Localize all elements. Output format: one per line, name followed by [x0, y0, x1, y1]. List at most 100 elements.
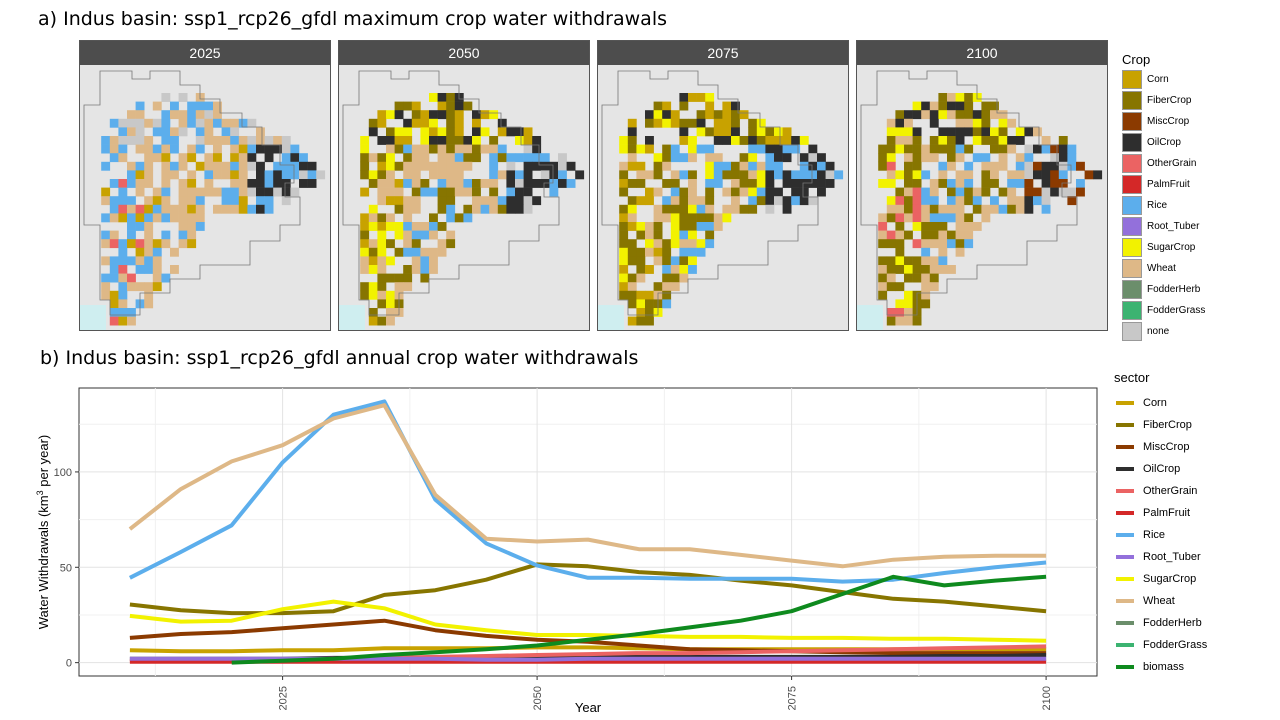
legend-swatch	[1122, 280, 1142, 299]
legend-label: SugarCrop	[1147, 242, 1196, 253]
x-tick-label: 2025	[278, 686, 290, 710]
series-line-sugarcrop	[129, 599, 1047, 643]
legend-line-key	[1116, 599, 1134, 603]
panel-strip-label: 2075	[598, 41, 848, 65]
legend-line-key	[1116, 445, 1134, 449]
legend-swatch	[1122, 70, 1142, 89]
sector-legend-item: PalmFruit	[1116, 507, 1190, 519]
legend-label: Root_Tuber	[1147, 221, 1200, 232]
legend-swatch	[1122, 196, 1142, 215]
sector-legend-item: Corn	[1116, 397, 1167, 409]
crop-map-2050	[339, 70, 585, 330]
legend-label: PalmFruit	[1143, 507, 1191, 519]
x-tick-label: 2075	[787, 686, 799, 710]
series-line-fibercrop	[129, 562, 1047, 616]
legend-line-key	[1116, 489, 1134, 493]
legend-label: PalmFruit	[1147, 179, 1190, 190]
crop-legend-item: OtherGrain	[1122, 154, 1196, 173]
crop-legend-item: Root_Tuber	[1122, 217, 1199, 236]
crop-legend-item: MiscCrop	[1122, 112, 1189, 131]
crop-map-2100	[857, 70, 1103, 330]
crop-legend-item: OilCrop	[1122, 133, 1181, 152]
panel-strip-label: 2025	[80, 41, 330, 65]
map-section-title: a) Indus basin: ssp1_rcp26_gfdl maximum …	[38, 8, 667, 30]
panel-strip-label: 2100	[857, 41, 1107, 65]
legend-swatch	[1122, 217, 1142, 236]
x-tick-label: 2050	[532, 686, 544, 710]
legend-label: MiscCrop	[1147, 116, 1190, 127]
legend-label: OtherGrain	[1143, 485, 1198, 497]
sector-legend-item: Wheat	[1116, 595, 1175, 607]
sector-legend-item: OtherGrain	[1116, 485, 1197, 497]
legend-swatch	[1122, 133, 1142, 152]
sector-legend-item: biomass	[1116, 661, 1184, 673]
x-tick-label: 2100	[1041, 686, 1053, 710]
legend-line-key	[1116, 533, 1134, 537]
legend-label: FodderHerb	[1147, 284, 1201, 295]
map-panel-2050: 2050	[338, 40, 590, 331]
sector-legend-item: FodderGrass	[1116, 639, 1207, 651]
legend-line-key	[1116, 511, 1134, 515]
sector-legend-item: MiscCrop	[1116, 441, 1189, 453]
crop-legend-item: PalmFruit	[1122, 175, 1190, 194]
legend-line-key	[1116, 401, 1134, 405]
y-tick-label: 0	[66, 658, 72, 670]
legend-label: OilCrop	[1147, 137, 1181, 148]
crop-legend-item: none	[1122, 322, 1169, 341]
y-axis-title-main: Water Withdrawals (km	[36, 495, 51, 629]
series-line-biomass	[231, 574, 1047, 665]
legend-label: Rice	[1143, 529, 1166, 541]
legend-line-key	[1116, 423, 1134, 427]
legend-swatch	[1122, 238, 1142, 257]
legend-label: FodderGrass	[1143, 639, 1208, 651]
legend-line-key	[1116, 577, 1134, 581]
legend-label: SugarCrop	[1143, 573, 1197, 585]
legend-line-key	[1116, 643, 1134, 647]
y-tick-label: 50	[60, 562, 72, 574]
plot-area	[78, 387, 1098, 677]
legend-label: none	[1147, 326, 1170, 337]
legend-swatch	[1122, 322, 1142, 341]
legend-label: Wheat	[1147, 263, 1176, 274]
panel-strip-label: 2050	[339, 41, 589, 65]
legend-swatch	[1122, 154, 1142, 173]
y-tick-label: 100	[54, 467, 72, 479]
crop-legend-item: SugarCrop	[1122, 238, 1195, 257]
legend-label: OtherGrain	[1147, 158, 1197, 169]
legend-line-key	[1116, 665, 1134, 669]
withdrawals-line-chart: 2025 2050 2075 2100 0 50 100 Year Water Withdraw…	[35, 387, 1098, 715]
crop-legend-item: FiberCrop	[1122, 91, 1191, 110]
crop-legend-item: Corn	[1122, 70, 1169, 89]
sector-legend-item: Rice	[1116, 529, 1165, 541]
legend-swatch	[1122, 112, 1142, 131]
sector-legend-item: Root_Tuber	[1116, 551, 1201, 563]
legend-label: Root_Tuber	[1143, 551, 1201, 563]
sector-legend-item: FodderHerb	[1116, 617, 1202, 629]
legend-label: Wheat	[1143, 595, 1175, 607]
line-chart-title: b) Indus basin: ssp1_rcp26_gfdl annual c…	[40, 347, 639, 369]
y-axis-title-tail: per year)	[36, 435, 51, 491]
legend-label: biomass	[1143, 661, 1184, 673]
sector-legend-item: OilCrop	[1116, 463, 1180, 475]
legend-line-key	[1116, 555, 1134, 559]
sector-legend-item: SugarCrop	[1116, 573, 1196, 585]
crop-map-2075	[598, 70, 844, 330]
map-panel-2025: 2025	[79, 40, 331, 331]
legend-label: Rice	[1147, 200, 1168, 211]
x-axis-title: Year	[575, 700, 602, 715]
legend-label: FodderHerb	[1143, 617, 1202, 629]
legend-label: Corn	[1143, 397, 1167, 409]
legend-label: Corn	[1147, 74, 1169, 85]
sector-legend-item: FiberCrop	[1116, 419, 1192, 431]
legend-label: MiscCrop	[1143, 441, 1190, 453]
crop-legend-item: FodderHerb	[1122, 280, 1200, 299]
crop-legend-item: Wheat	[1122, 259, 1176, 278]
y-axis-title: Water Withdrawals (km3 per year)	[35, 435, 51, 630]
legend-line-key	[1116, 621, 1134, 625]
map-panel-2075: 2075	[597, 40, 849, 331]
series-line-rice	[128, 399, 1047, 584]
crop-legend-item: FodderGrass	[1122, 301, 1205, 320]
legend-swatch	[1122, 91, 1142, 110]
y-axis-title-sup: 3	[35, 490, 45, 495]
sector-legend-title: sector	[1114, 370, 1150, 385]
